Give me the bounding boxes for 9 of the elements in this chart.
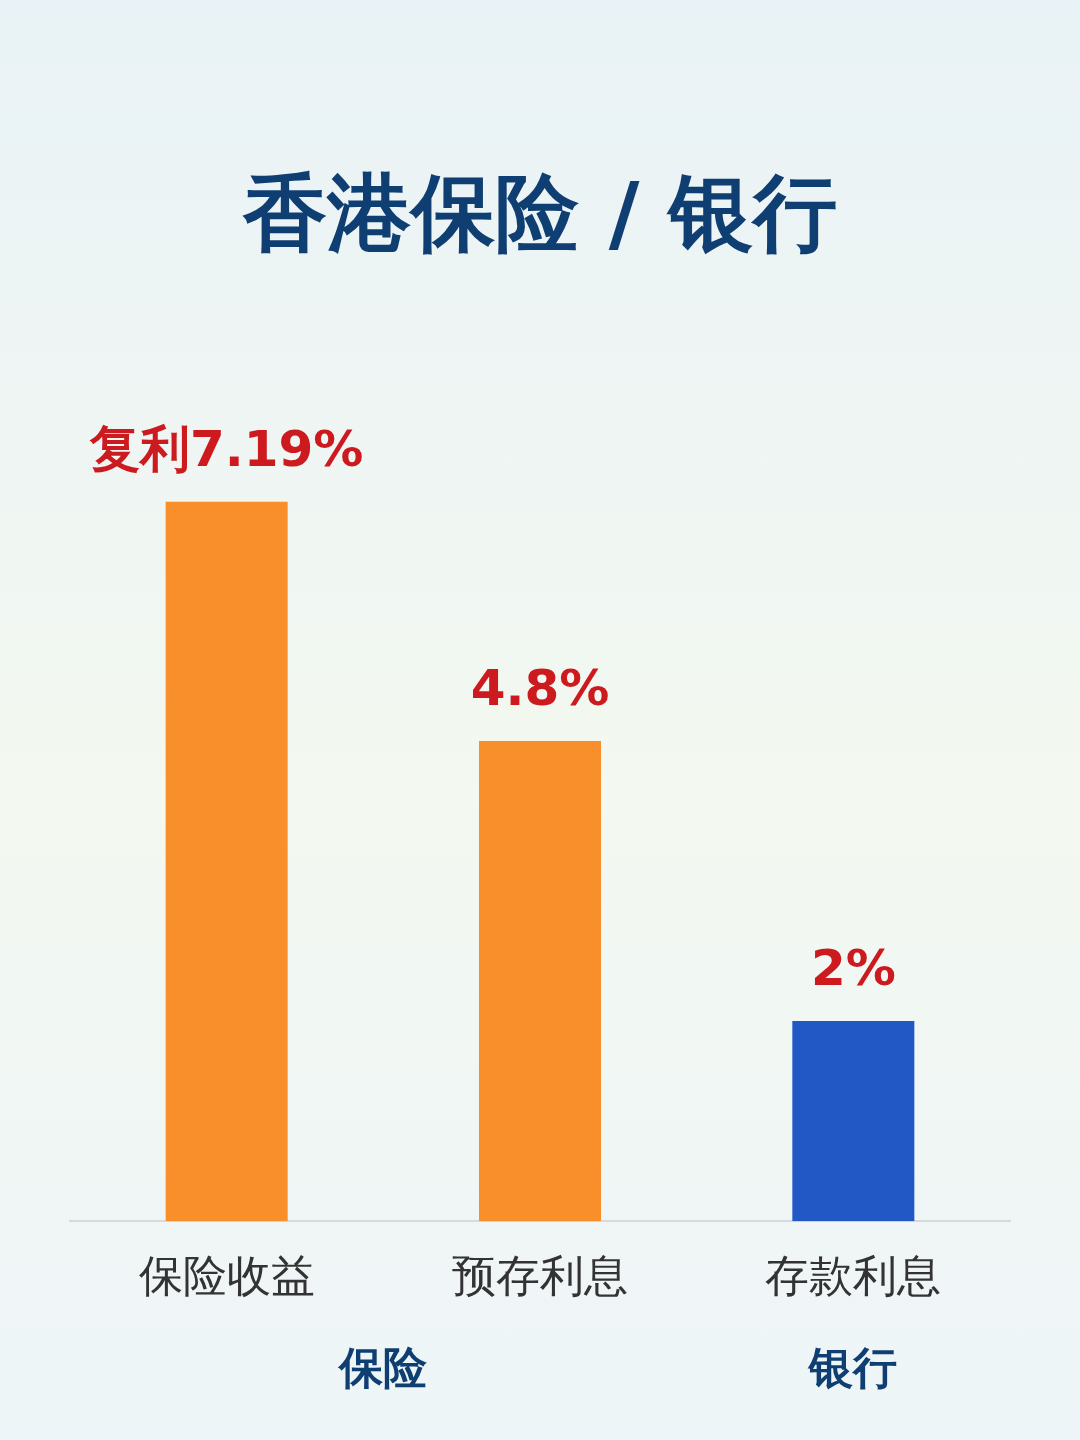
data-label: 复利7.19% — [88, 419, 364, 478]
x-tick-label: 保险收益 — [138, 1250, 315, 1302]
x-tick-label: 预存利息 — [452, 1250, 628, 1302]
data-label: 4.8% — [470, 658, 610, 717]
data-label: 2% — [810, 939, 896, 998]
text: 银行 — [807, 1342, 898, 1394]
x-tick-label: 存款利息 — [765, 1250, 942, 1302]
chart-title: 香港保险 / 银行 — [242, 164, 837, 263]
text: 保险 — [337, 1342, 428, 1394]
